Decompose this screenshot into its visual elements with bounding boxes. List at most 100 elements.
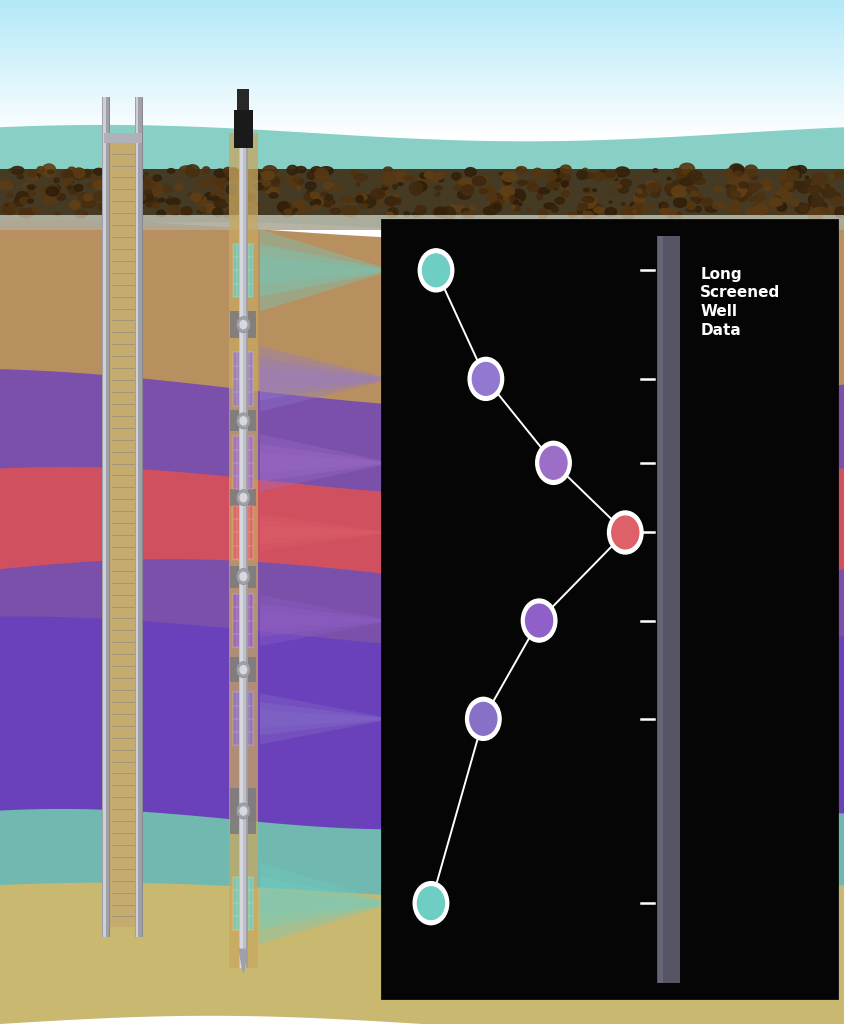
- Ellipse shape: [807, 209, 822, 220]
- Ellipse shape: [127, 203, 132, 205]
- Ellipse shape: [56, 212, 60, 216]
- Ellipse shape: [185, 165, 199, 176]
- Ellipse shape: [639, 213, 641, 215]
- Ellipse shape: [267, 187, 279, 195]
- Ellipse shape: [292, 201, 305, 208]
- Ellipse shape: [697, 193, 702, 198]
- Ellipse shape: [262, 181, 270, 185]
- Ellipse shape: [330, 205, 340, 213]
- Ellipse shape: [295, 167, 306, 173]
- Ellipse shape: [672, 180, 678, 185]
- Ellipse shape: [821, 187, 835, 198]
- Ellipse shape: [125, 199, 131, 203]
- Ellipse shape: [322, 190, 325, 193]
- Ellipse shape: [380, 187, 388, 195]
- Ellipse shape: [292, 177, 300, 182]
- Ellipse shape: [8, 169, 12, 172]
- Bar: [230, 411, 257, 431]
- Ellipse shape: [502, 177, 511, 184]
- Ellipse shape: [632, 211, 636, 213]
- Ellipse shape: [187, 193, 192, 196]
- Ellipse shape: [386, 203, 392, 208]
- Ellipse shape: [199, 206, 206, 211]
- Ellipse shape: [414, 206, 425, 215]
- Ellipse shape: [736, 173, 747, 183]
- Ellipse shape: [798, 205, 807, 212]
- Ellipse shape: [647, 181, 654, 186]
- Ellipse shape: [115, 184, 120, 187]
- Ellipse shape: [74, 184, 83, 191]
- Ellipse shape: [181, 207, 192, 216]
- Polygon shape: [260, 368, 381, 390]
- Ellipse shape: [143, 177, 156, 189]
- Ellipse shape: [734, 193, 747, 202]
- Ellipse shape: [788, 212, 793, 215]
- Ellipse shape: [28, 175, 39, 181]
- Ellipse shape: [97, 204, 108, 210]
- Ellipse shape: [224, 176, 230, 180]
- Ellipse shape: [391, 198, 401, 205]
- Ellipse shape: [494, 190, 509, 204]
- Ellipse shape: [685, 201, 695, 209]
- Ellipse shape: [466, 179, 472, 184]
- Ellipse shape: [75, 210, 86, 218]
- Ellipse shape: [787, 166, 801, 176]
- Ellipse shape: [210, 197, 219, 201]
- Circle shape: [472, 362, 499, 395]
- Ellipse shape: [167, 169, 175, 173]
- Ellipse shape: [825, 206, 833, 213]
- Circle shape: [539, 446, 566, 479]
- Ellipse shape: [666, 177, 670, 180]
- Ellipse shape: [331, 183, 334, 186]
- Ellipse shape: [635, 176, 638, 179]
- Polygon shape: [260, 702, 381, 735]
- Ellipse shape: [441, 207, 455, 219]
- Ellipse shape: [458, 179, 469, 185]
- Ellipse shape: [173, 212, 178, 216]
- Ellipse shape: [116, 208, 123, 211]
- Ellipse shape: [635, 191, 647, 198]
- Ellipse shape: [604, 171, 614, 177]
- Ellipse shape: [790, 205, 793, 208]
- Ellipse shape: [794, 174, 800, 178]
- Ellipse shape: [472, 176, 485, 185]
- Ellipse shape: [813, 202, 826, 212]
- Polygon shape: [260, 520, 381, 545]
- Bar: [104, 133, 141, 143]
- Ellipse shape: [650, 190, 659, 198]
- Ellipse shape: [774, 210, 780, 215]
- Bar: [233, 594, 253, 647]
- Ellipse shape: [763, 185, 771, 190]
- Bar: [233, 877, 253, 930]
- Ellipse shape: [797, 181, 809, 194]
- Ellipse shape: [375, 188, 381, 193]
- Bar: [233, 244, 253, 297]
- Polygon shape: [260, 453, 381, 473]
- Ellipse shape: [457, 180, 468, 186]
- Ellipse shape: [350, 170, 357, 175]
- Ellipse shape: [549, 179, 563, 187]
- Circle shape: [418, 249, 453, 292]
- Ellipse shape: [789, 182, 793, 184]
- Ellipse shape: [122, 177, 132, 184]
- Ellipse shape: [252, 202, 257, 205]
- Ellipse shape: [731, 168, 741, 176]
- Ellipse shape: [576, 207, 585, 211]
- Circle shape: [535, 441, 571, 484]
- Ellipse shape: [45, 185, 60, 199]
- Ellipse shape: [315, 169, 328, 180]
- Ellipse shape: [306, 190, 317, 197]
- Ellipse shape: [288, 175, 301, 188]
- Circle shape: [236, 317, 250, 332]
- Circle shape: [607, 511, 642, 554]
- Ellipse shape: [204, 193, 216, 200]
- Ellipse shape: [385, 197, 397, 206]
- Ellipse shape: [761, 179, 771, 185]
- Ellipse shape: [671, 186, 685, 197]
- Ellipse shape: [412, 212, 420, 217]
- Bar: [136, 97, 138, 937]
- Ellipse shape: [513, 201, 518, 204]
- Ellipse shape: [808, 201, 817, 206]
- Ellipse shape: [53, 185, 60, 190]
- Ellipse shape: [748, 198, 755, 202]
